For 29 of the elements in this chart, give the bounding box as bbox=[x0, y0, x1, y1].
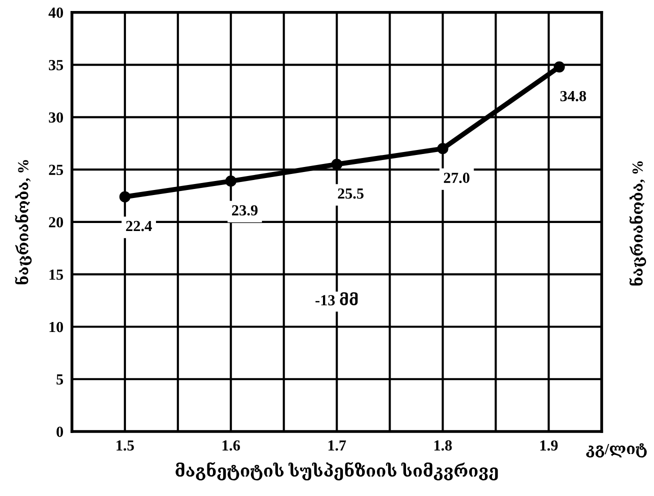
x-tick-label: 1.6 bbox=[222, 440, 240, 451]
y2-axis-title: ნაცრიანობა, % bbox=[629, 161, 646, 286]
text: 25.5 bbox=[338, 188, 364, 199]
y-tick-label: 0 bbox=[56, 426, 64, 437]
text: 23.9 bbox=[232, 205, 258, 216]
y-tick-label: 30 bbox=[48, 112, 64, 123]
x-tick-label: 1.8 bbox=[434, 440, 452, 451]
y-tick-label: 10 bbox=[50, 322, 64, 332]
point bbox=[554, 61, 565, 72]
text: 22.4 bbox=[126, 220, 152, 232]
annotation: -13 მმ bbox=[316, 292, 358, 306]
point bbox=[331, 158, 342, 170]
y-tick-label: 5 bbox=[56, 374, 64, 385]
text: 27.0 bbox=[444, 172, 470, 184]
y-axis-title: ნაცრიანობა, % bbox=[14, 160, 32, 284]
y-tick-label: 35 bbox=[48, 60, 64, 70]
text: კგ/ლიტ bbox=[586, 443, 647, 458]
point bbox=[119, 191, 130, 202]
point bbox=[437, 143, 448, 154]
x-axis-title: მაგნეტიტის სუსპენზიის სიმკვრივე bbox=[176, 462, 498, 480]
y-tick-label: 40 bbox=[48, 8, 64, 18]
y-tick-label: 15 bbox=[50, 270, 64, 280]
y-tick-label: 20 bbox=[48, 217, 64, 228]
x-tick-label: 1.5 bbox=[116, 440, 134, 451]
y-tick-label: 25 bbox=[48, 164, 64, 176]
point bbox=[225, 176, 236, 187]
text: 34.8 bbox=[560, 90, 586, 102]
x-tick-label: 1.7 bbox=[328, 440, 346, 451]
x-tick-label: 1.9 bbox=[540, 440, 558, 451]
